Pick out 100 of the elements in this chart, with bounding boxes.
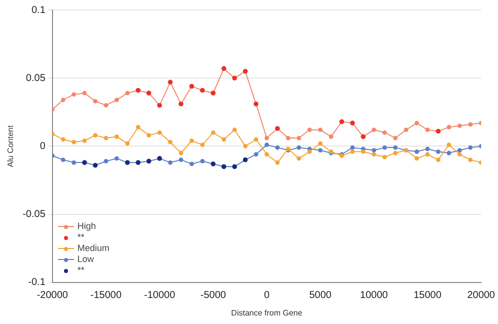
- point: [104, 136, 108, 140]
- point: [350, 145, 355, 150]
- point: [157, 130, 162, 135]
- x-tick-label: 0: [264, 290, 270, 302]
- point: [136, 124, 140, 130]
- point: [146, 133, 152, 138]
- point: [72, 92, 76, 97]
- point: [350, 149, 355, 154]
- point: [468, 145, 473, 150]
- point: [457, 124, 462, 128]
- point: [275, 145, 280, 150]
- point: [393, 145, 398, 150]
- legend-label: **: [77, 232, 84, 244]
- point: [468, 122, 473, 127]
- point: [210, 130, 216, 135]
- point: [457, 148, 462, 152]
- point: [372, 128, 376, 132]
- point: [436, 158, 440, 162]
- point: [414, 156, 419, 161]
- point: [125, 90, 130, 96]
- point: [404, 128, 408, 132]
- x-tick-label: -15000: [90, 290, 122, 302]
- point: [414, 120, 419, 126]
- point: [168, 140, 172, 144]
- point: [275, 160, 280, 165]
- point: [200, 142, 205, 148]
- point: [307, 149, 312, 154]
- point: [125, 141, 130, 146]
- x-tick-label: -20000: [36, 290, 68, 302]
- x-tick-label: 20000: [467, 290, 496, 302]
- y-tick-label: -0.05: [22, 209, 46, 220]
- x-tick-label: 5000: [309, 290, 332, 302]
- point: [190, 138, 194, 143]
- point: [264, 142, 269, 148]
- x-tick-label: 10000: [360, 290, 388, 302]
- y-tick-label: -0.1: [28, 277, 46, 288]
- point: [93, 133, 98, 138]
- point: [254, 137, 258, 142]
- point: [446, 124, 452, 130]
- point: [296, 156, 302, 161]
- point: [361, 149, 366, 154]
- point: [436, 149, 440, 154]
- point: [243, 144, 248, 148]
- x-axis-title: Distance from Gene: [231, 308, 303, 318]
- point: [104, 103, 108, 108]
- point: [60, 137, 66, 142]
- point: [425, 128, 430, 132]
- point: [307, 128, 312, 132]
- point: [178, 150, 184, 156]
- point: [382, 130, 387, 135]
- point: [190, 162, 194, 166]
- point: [318, 141, 323, 146]
- point: [425, 146, 430, 152]
- point: [446, 142, 452, 148]
- point: [60, 98, 66, 102]
- x-tick-label: -5000: [200, 290, 226, 302]
- point: [372, 152, 376, 157]
- point: [114, 134, 119, 139]
- point: [232, 128, 237, 132]
- point: [254, 152, 258, 157]
- point: [72, 140, 76, 144]
- point: [457, 152, 462, 157]
- point: [393, 150, 398, 156]
- point: [264, 136, 269, 140]
- legend-label: High: [77, 221, 96, 232]
- point: [93, 99, 98, 104]
- y-axis-title: Alu Content: [6, 124, 16, 168]
- point: [318, 128, 323, 132]
- point: [372, 148, 376, 152]
- y-tick-label: 0.1: [31, 4, 46, 16]
- point: [200, 158, 205, 164]
- legend-label: Medium: [77, 243, 110, 254]
- point: [82, 90, 87, 96]
- point: [222, 137, 226, 142]
- point: [264, 152, 269, 157]
- point: [382, 145, 387, 150]
- point: [82, 138, 87, 143]
- point: [114, 98, 119, 102]
- point: [60, 158, 66, 162]
- point: [296, 145, 302, 150]
- x-tick-label: 15000: [414, 290, 442, 302]
- point: [286, 136, 290, 140]
- point: [393, 136, 398, 140]
- point: [72, 160, 76, 165]
- x-tick-label: -10000: [144, 290, 176, 302]
- point: [446, 150, 452, 156]
- y-tick-label: 0: [40, 140, 46, 152]
- point: [114, 156, 119, 161]
- point: [414, 149, 419, 154]
- point: [296, 136, 302, 140]
- point: [104, 158, 108, 164]
- point: [168, 160, 172, 165]
- point: [468, 158, 473, 162]
- point: [328, 134, 334, 139]
- legend-label: **: [77, 265, 84, 276]
- point: [178, 158, 184, 162]
- point: [382, 154, 387, 160]
- legend-label: Low: [77, 254, 94, 266]
- y-tick-label: 0.05: [26, 72, 46, 84]
- point: [318, 148, 323, 152]
